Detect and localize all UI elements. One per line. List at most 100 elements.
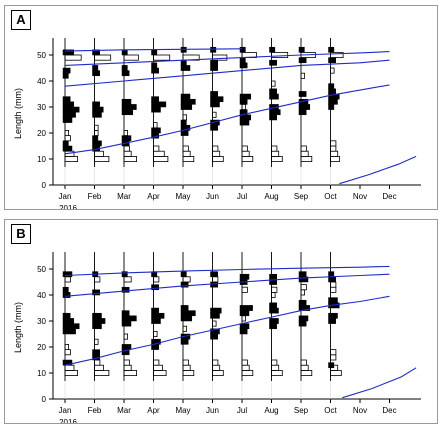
histogram-bar-open: [241, 364, 250, 371]
histogram-bar-open: [182, 359, 189, 366]
histogram-bar-open: [123, 54, 139, 61]
histogram-bar-filled: [62, 271, 73, 278]
histogram-bar-filled: [151, 284, 159, 291]
histogram-jul: [239, 38, 257, 167]
histogram-bar-filled: [92, 65, 99, 71]
histogram-bar-open: [153, 155, 169, 162]
histogram-bar-open: [182, 325, 187, 332]
histogram-bar-filled: [239, 328, 248, 335]
growth-curve: [64, 84, 390, 155]
panel-a: A 0 10 20 30 40 50 Length (mm) Jan Feb Mar Apr May J…: [4, 5, 438, 210]
histogram-bar-open: [153, 359, 160, 366]
histogram-bar-filled: [210, 307, 222, 314]
histogram-bar-open: [241, 315, 246, 322]
histogram-bar-filled: [269, 273, 277, 280]
histogram-bar-filled: [92, 49, 100, 56]
histogram-bar-filled: [328, 312, 338, 319]
histogram-jul: [239, 252, 254, 381]
histogram-bar-filled: [210, 101, 220, 108]
histogram-bar-filled: [298, 320, 307, 327]
histogram-bar-open: [330, 150, 339, 157]
histogram-bar-open: [94, 276, 101, 283]
histogram-bar-open: [94, 54, 112, 61]
histogram-bar-filled: [298, 57, 307, 64]
histogram-bar-filled: [62, 96, 71, 103]
histogram-bar-open: [94, 124, 99, 131]
histogram-bar-filled: [269, 46, 276, 53]
histogram-bar-filled: [269, 307, 279, 314]
histogram-bar-filled: [210, 91, 218, 97]
histogram-mar: [121, 252, 138, 381]
histogram-bar-filled: [328, 104, 335, 110]
histogram-bar-filled: [151, 127, 161, 134]
histogram-sep: [298, 252, 313, 381]
y-tick-label: 40: [37, 291, 46, 300]
histogram-bar-open: [330, 155, 340, 162]
histogram-bar-filled: [180, 305, 189, 311]
histogram-bar-open: [241, 145, 248, 152]
histogram-bar-filled: [328, 297, 338, 304]
y-tick-label: 30: [37, 103, 46, 112]
histogram-bar-open: [300, 364, 309, 371]
histogram-bar-filled: [210, 312, 220, 319]
panel-label-a: A: [11, 10, 31, 30]
histogram-bar-filled: [62, 140, 69, 147]
histogram-bar-filled: [121, 70, 130, 77]
histogram-bar-filled: [210, 333, 218, 340]
histogram-bar-filled: [239, 93, 252, 100]
histogram-feb: [92, 252, 110, 381]
histogram-bar-filled: [121, 310, 130, 317]
histogram-bar-open: [212, 155, 224, 162]
histogram-bar-filled: [180, 281, 189, 288]
histogram-bar-filled: [92, 101, 100, 108]
histogram-bar-filled: [121, 271, 128, 278]
histogram-bar-open: [300, 359, 307, 366]
histogram-bar-open: [212, 364, 221, 371]
histogram-apr: [151, 252, 167, 381]
y-tick-label: 10: [37, 369, 46, 378]
histogram-bar-open: [271, 80, 276, 87]
histogram-bar-open: [64, 369, 79, 376]
histogram-bar-open: [330, 286, 337, 293]
histogram-bar-open: [271, 155, 283, 162]
histogram-bar-open: [330, 349, 337, 356]
histogram-bar-open: [123, 359, 130, 366]
x-tick-label: Jul: [237, 192, 247, 201]
histogram-jan: [62, 252, 80, 381]
histogram-bar-open: [330, 140, 337, 147]
histogram-bar-open: [182, 369, 195, 376]
histogram-bar-open: [64, 54, 82, 61]
x-tick-label: May: [175, 406, 190, 415]
histogram-bar-open: [241, 104, 246, 111]
histogram-bar-filled: [298, 109, 307, 116]
x-tick-label: Aug: [264, 192, 278, 201]
y-tick-label: 50: [37, 265, 46, 274]
histogram-bar-filled: [121, 320, 132, 327]
histogram-bar-filled: [239, 273, 250, 280]
histogram-bar-open: [64, 344, 69, 351]
histogram-bar-filled: [210, 281, 218, 288]
histogram-bar-open: [271, 364, 280, 371]
y-tick-label: 40: [37, 77, 46, 86]
histogram-bar-filled: [328, 46, 335, 53]
histogram-sep: [298, 38, 316, 167]
histogram-bar-filled: [269, 323, 277, 330]
histogram-bar-filled: [328, 318, 336, 324]
histogram-bar-open: [212, 150, 221, 157]
histogram-bar-open: [64, 130, 69, 137]
histogram-bar-filled: [151, 338, 161, 345]
histogram-bar-open: [330, 281, 337, 288]
histogram-bar-filled: [328, 276, 336, 283]
histogram-bar-filled: [239, 46, 246, 53]
histogram-bar-open: [300, 155, 313, 162]
histogram-bar-filled: [328, 57, 336, 64]
histogram-bar-filled: [269, 93, 279, 100]
y-axis-label: Length (mm): [13, 302, 23, 353]
histogram-bar-open: [94, 364, 104, 371]
growth-curve: [64, 265, 390, 277]
histogram-bar-open: [241, 150, 250, 157]
histogram-bar-filled: [62, 72, 69, 79]
histogram-mar: [121, 38, 139, 167]
x-tick-label: Jun: [206, 192, 219, 201]
x-tick-label: Nov: [353, 192, 367, 201]
